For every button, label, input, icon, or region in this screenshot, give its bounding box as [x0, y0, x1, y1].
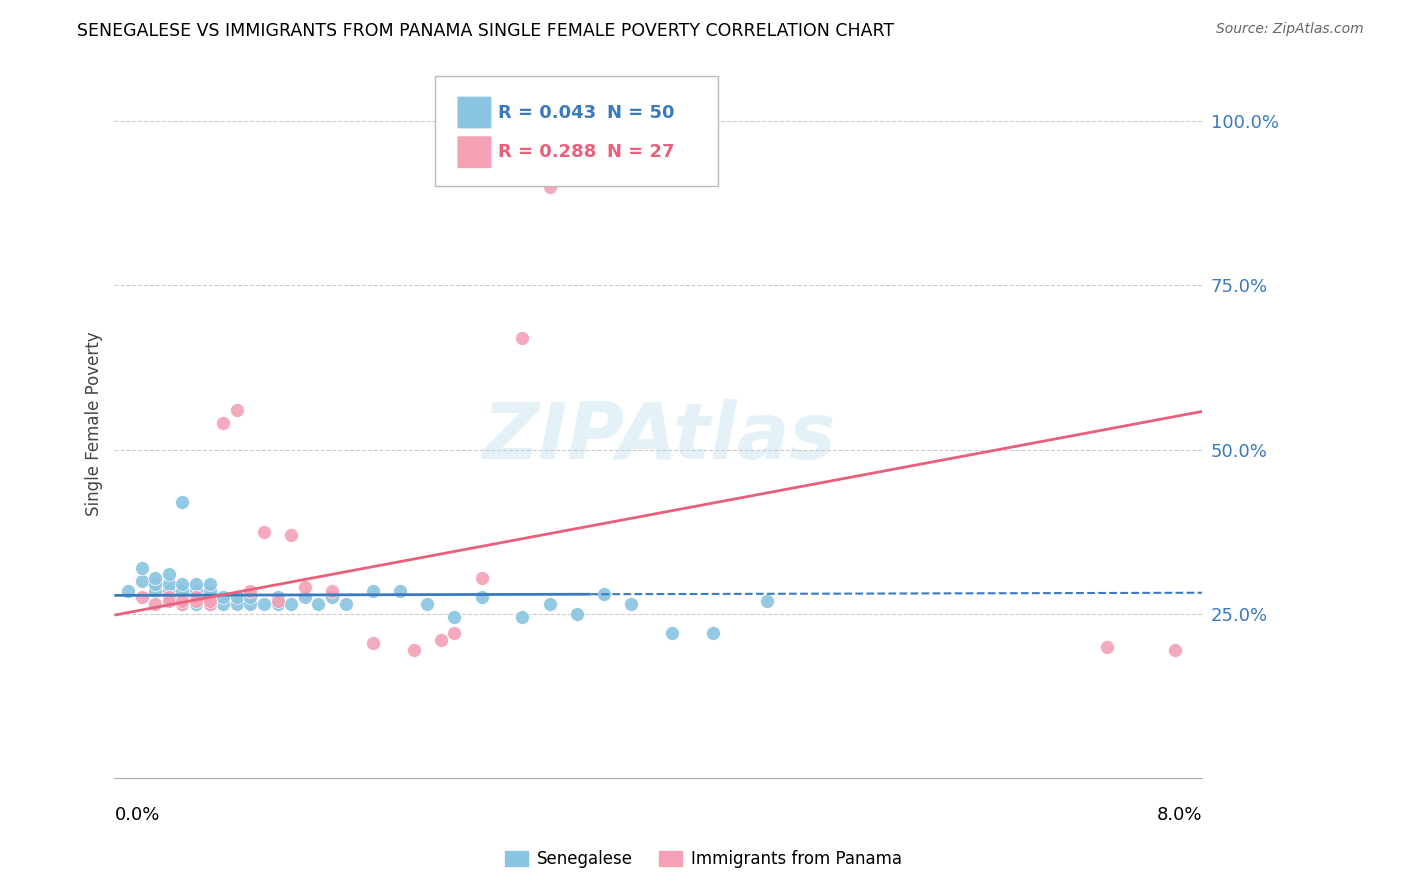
- Point: [593, 587, 616, 601]
- Point: [172, 591, 194, 605]
- Point: [239, 591, 262, 605]
- Point: [443, 610, 465, 624]
- Point: [157, 593, 180, 607]
- Point: [361, 583, 384, 598]
- Point: [157, 577, 180, 591]
- Point: [702, 626, 724, 640]
- Point: [157, 583, 180, 598]
- Point: [172, 593, 194, 607]
- Point: [620, 597, 643, 611]
- Point: [198, 597, 221, 611]
- FancyBboxPatch shape: [436, 76, 718, 186]
- Point: [266, 593, 288, 607]
- Point: [294, 591, 316, 605]
- Point: [172, 577, 194, 591]
- Point: [321, 591, 343, 605]
- Point: [266, 597, 288, 611]
- Point: [212, 591, 235, 605]
- Point: [157, 591, 180, 605]
- Point: [212, 597, 235, 611]
- Point: [756, 593, 779, 607]
- FancyBboxPatch shape: [457, 96, 492, 128]
- Point: [225, 591, 247, 605]
- Point: [117, 583, 139, 598]
- Point: [1164, 643, 1187, 657]
- Text: ZIPAtlas: ZIPAtlas: [481, 400, 835, 475]
- Point: [294, 581, 316, 595]
- Text: SENEGALESE VS IMMIGRANTS FROM PANAMA SINGLE FEMALE POVERTY CORRELATION CHART: SENEGALESE VS IMMIGRANTS FROM PANAMA SIN…: [77, 22, 894, 40]
- Point: [565, 607, 588, 621]
- Point: [184, 583, 207, 598]
- Legend: Senegalese, Immigrants from Panama: Senegalese, Immigrants from Panama: [496, 843, 910, 875]
- FancyBboxPatch shape: [457, 136, 492, 169]
- Point: [253, 597, 276, 611]
- Text: R = 0.043: R = 0.043: [498, 103, 596, 121]
- Point: [510, 331, 533, 345]
- Point: [198, 593, 221, 607]
- Point: [280, 528, 302, 542]
- Point: [253, 524, 276, 539]
- Point: [172, 597, 194, 611]
- Point: [172, 597, 194, 611]
- Point: [184, 593, 207, 607]
- Point: [212, 417, 235, 431]
- Point: [172, 583, 194, 598]
- Point: [388, 583, 411, 598]
- Point: [239, 583, 262, 598]
- Point: [538, 597, 561, 611]
- Point: [184, 577, 207, 591]
- Text: 8.0%: 8.0%: [1157, 806, 1202, 824]
- Point: [184, 591, 207, 605]
- Point: [321, 583, 343, 598]
- Point: [198, 583, 221, 598]
- Point: [429, 633, 451, 648]
- Point: [131, 591, 153, 605]
- Point: [280, 597, 302, 611]
- Text: N = 50: N = 50: [607, 103, 675, 121]
- Point: [335, 597, 357, 611]
- Point: [443, 626, 465, 640]
- Point: [184, 591, 207, 605]
- Text: R = 0.288: R = 0.288: [498, 144, 596, 161]
- Point: [266, 591, 288, 605]
- Point: [157, 567, 180, 582]
- Point: [184, 597, 207, 611]
- Point: [361, 636, 384, 650]
- Point: [172, 495, 194, 509]
- Point: [143, 571, 166, 585]
- Point: [143, 597, 166, 611]
- Text: Source: ZipAtlas.com: Source: ZipAtlas.com: [1216, 22, 1364, 37]
- Point: [470, 571, 492, 585]
- Y-axis label: Single Female Poverty: Single Female Poverty: [86, 331, 103, 516]
- Point: [131, 574, 153, 588]
- Point: [143, 583, 166, 598]
- Text: N = 27: N = 27: [607, 144, 675, 161]
- Point: [198, 591, 221, 605]
- Point: [143, 577, 166, 591]
- Point: [225, 597, 247, 611]
- Point: [239, 597, 262, 611]
- Point: [1095, 640, 1118, 654]
- Point: [470, 591, 492, 605]
- Point: [198, 597, 221, 611]
- Point: [198, 577, 221, 591]
- Point: [225, 403, 247, 417]
- Point: [661, 626, 683, 640]
- Point: [131, 561, 153, 575]
- Text: 0.0%: 0.0%: [114, 806, 160, 824]
- Point: [157, 591, 180, 605]
- Point: [307, 597, 329, 611]
- Point: [416, 597, 439, 611]
- Point: [538, 179, 561, 194]
- Point: [510, 610, 533, 624]
- Point: [402, 643, 425, 657]
